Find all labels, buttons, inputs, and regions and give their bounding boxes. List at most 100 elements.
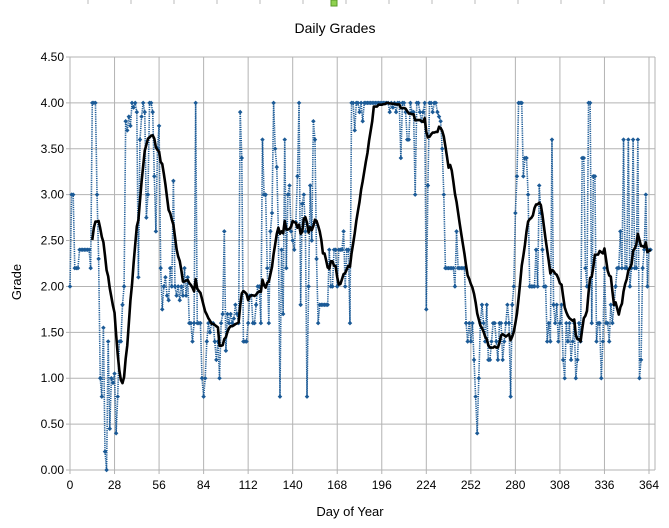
data-point	[315, 320, 321, 326]
data-point	[303, 229, 308, 234]
data-point	[511, 284, 517, 289]
data-point	[279, 247, 284, 252]
data-point	[314, 256, 319, 262]
data-point	[244, 339, 249, 344]
data-point	[525, 192, 531, 197]
data-point	[360, 118, 365, 124]
data-point	[627, 284, 633, 289]
data-point	[556, 339, 561, 344]
data-point	[269, 210, 275, 216]
data-point	[575, 357, 580, 363]
data-point	[567, 320, 572, 326]
data-point	[245, 320, 251, 326]
data-point	[430, 109, 435, 115]
data-point	[564, 320, 569, 326]
y-tick-label: 0.50	[41, 417, 65, 431]
data-point	[93, 100, 98, 106]
grid	[66, 56, 656, 474]
data-point	[163, 275, 168, 280]
data-point	[94, 192, 100, 197]
data-point	[441, 192, 447, 197]
data-point	[113, 431, 119, 436]
data-point	[576, 320, 582, 326]
data-point	[260, 137, 265, 142]
selection-handle[interactable]	[330, 0, 338, 7]
x-tick-label: 336	[594, 478, 614, 492]
data-point	[610, 320, 615, 326]
data-point	[638, 357, 644, 363]
data-point	[311, 118, 316, 124]
data-point	[222, 229, 227, 234]
data-point	[352, 128, 357, 133]
data-point	[468, 339, 474, 344]
data-point	[204, 339, 210, 344]
data-point	[159, 307, 165, 312]
data-point	[274, 164, 280, 170]
data-point	[573, 375, 579, 381]
chart-title: Daily Grades	[295, 20, 376, 36]
data-point	[438, 118, 443, 124]
y-tick-label: 4.00	[41, 96, 65, 110]
data-point	[408, 100, 413, 106]
data-point	[139, 114, 144, 119]
data-point	[327, 247, 332, 252]
data-point	[589, 320, 594, 326]
data-point	[137, 137, 143, 142]
data-point	[452, 284, 458, 289]
data-point	[412, 192, 418, 197]
x-tick-label: 28	[108, 478, 122, 492]
data-point	[341, 229, 346, 234]
data-point	[546, 320, 552, 326]
x-tick-label: 252	[461, 478, 481, 492]
x-tick-label: 112	[239, 478, 258, 492]
data-point	[177, 297, 183, 303]
data-point	[521, 174, 526, 179]
data-point	[115, 394, 120, 399]
data-point	[489, 339, 494, 344]
data-point	[228, 311, 233, 317]
data-point	[342, 284, 348, 289]
data-point	[285, 192, 291, 197]
data-point	[613, 284, 618, 289]
data-point	[640, 265, 645, 271]
y-tick-label: 1.00	[41, 371, 65, 385]
x-tick-label: 0	[67, 478, 74, 492]
data-point	[282, 137, 288, 142]
data-point	[637, 375, 642, 381]
data-point	[606, 339, 612, 344]
x-tick-label: 224	[416, 478, 436, 492]
top-edge-marks	[87, 0, 605, 4]
y-tick-label: 4.50	[41, 50, 65, 64]
data-point	[169, 284, 175, 289]
data-point	[180, 293, 186, 298]
data-point	[630, 137, 636, 142]
data-point	[107, 426, 113, 431]
data-point	[220, 311, 225, 317]
data-point	[306, 284, 311, 289]
data-point	[594, 339, 599, 344]
data-point	[171, 178, 176, 184]
x-tick-label: 84	[197, 478, 211, 492]
data-point	[174, 293, 179, 298]
data-point	[218, 320, 224, 326]
data-point	[109, 375, 114, 381]
data-point	[150, 109, 155, 115]
data-point	[635, 137, 641, 142]
data-point	[619, 265, 625, 271]
data-point	[616, 265, 622, 271]
data-point	[280, 311, 286, 317]
data-point	[193, 100, 198, 106]
data-point	[498, 320, 504, 326]
data-point	[543, 284, 548, 289]
data-point	[398, 155, 404, 161]
data-point	[272, 146, 278, 152]
moving-average-line	[90, 101, 652, 385]
data-point	[172, 284, 178, 289]
trendline	[90, 101, 652, 385]
data-point	[142, 109, 148, 115]
data-point	[105, 339, 111, 344]
data-point	[439, 146, 445, 152]
data-point	[136, 275, 141, 280]
data-point	[258, 320, 264, 326]
